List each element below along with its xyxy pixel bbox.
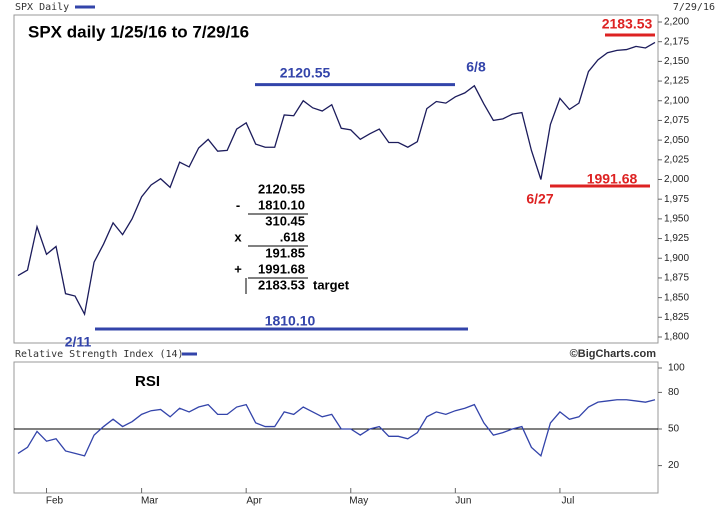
header-title: SPX Daily (15, 2, 69, 13)
annotation: 2/11 (65, 334, 92, 350)
y-tick-label: 1,850 (664, 292, 689, 303)
calc-value: 1991.68 (258, 261, 305, 276)
x-tick-label: May (349, 496, 368, 507)
calc-value: 2183.53 (258, 277, 305, 292)
y-tick-label: 20 (668, 460, 680, 471)
level-label: 2120.55 (280, 65, 331, 81)
calc-value: 1810.10 (258, 197, 305, 212)
calc-operator: - (236, 197, 240, 212)
rsi-title: RSI (135, 373, 160, 390)
level-label: 1810.10 (265, 313, 316, 329)
x-tick-label: Apr (246, 496, 262, 507)
x-tick-label: Jul (562, 496, 575, 507)
y-tick-label: 2,125 (664, 76, 689, 87)
y-tick-label: 2,050 (664, 135, 689, 146)
y-tick-label: 80 (668, 387, 680, 398)
y-tick-label: 1,875 (664, 273, 689, 284)
y-tick-label: 1,950 (664, 214, 689, 225)
y-tick-label: 2,025 (664, 154, 689, 165)
y-tick-label: 2,150 (664, 56, 689, 67)
calc-operator: + (234, 261, 242, 276)
annotation: 6/8 (466, 59, 486, 75)
y-tick-label: 2,100 (664, 95, 689, 106)
y-tick-label: 1,825 (664, 312, 689, 323)
y-tick-label: 1,925 (664, 233, 689, 244)
calc-value: 2120.55 (258, 181, 305, 196)
y-tick-label: 100 (668, 363, 685, 374)
y-tick-label: 2,175 (664, 36, 689, 47)
x-tick-label: Jun (455, 496, 471, 507)
level-label: 2183.53 (602, 16, 653, 32)
calc-note: target (313, 277, 350, 292)
y-tick-label: 2,200 (664, 17, 689, 28)
y-tick-label: 2,000 (664, 174, 689, 185)
y-tick-label: 2,075 (664, 115, 689, 126)
x-tick-label: Mar (141, 496, 159, 507)
calc-value: .618 (280, 229, 305, 244)
y-tick-label: 1,900 (664, 253, 689, 264)
calc-value: 310.45 (265, 213, 305, 228)
data-line (17, 41, 656, 317)
rsi-header: Relative Strength Index (14) (15, 349, 184, 360)
rsi-panel (13, 361, 659, 494)
y-tick-label: 1,975 (664, 194, 689, 205)
annotation: 6/27 (526, 191, 553, 207)
level-label: 1991.68 (587, 171, 638, 187)
y-tick-label: 1,800 (664, 332, 689, 343)
data-line (17, 399, 656, 458)
price-panel (13, 14, 659, 344)
header-date: 7/29/16 (673, 2, 715, 13)
chart-title: SPX daily 1/25/16 to 7/29/16 (28, 22, 249, 41)
calc-value: 191.85 (265, 245, 305, 260)
calc-operator: x (234, 229, 242, 244)
y-tick-label: 50 (668, 424, 680, 435)
credit: ©BigCharts.com (570, 348, 657, 360)
x-tick-label: Feb (46, 496, 64, 507)
